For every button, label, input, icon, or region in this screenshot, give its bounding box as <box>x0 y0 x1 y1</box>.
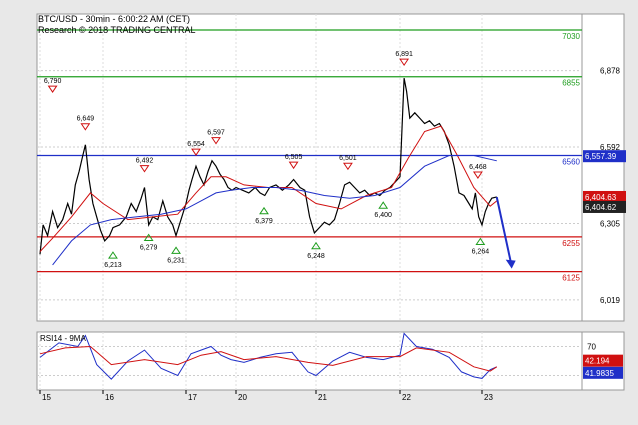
level-label: 6255 <box>562 239 580 248</box>
rsi-badge-label: 41.9835 <box>585 369 614 378</box>
high-marker <box>288 161 299 170</box>
price-badge <box>583 190 626 203</box>
rsi-line <box>39 332 498 380</box>
high-label: 6,597 <box>207 130 225 137</box>
high-label: 6,468 <box>469 164 487 171</box>
rsi-badge <box>583 354 623 367</box>
low-marker <box>475 237 486 246</box>
x-tick-label: 22 <box>402 393 411 402</box>
low-label: 6,248 <box>307 253 325 260</box>
x-tick-label: 21 <box>318 393 327 402</box>
high-marker <box>47 85 58 93</box>
level-label: 6560 <box>562 157 580 166</box>
high-label: 6,554 <box>187 141 205 148</box>
low-marker <box>108 251 118 259</box>
chart-title: BTC/USD - 30min - 6:00:22 AM (CET) <box>38 14 191 24</box>
x-tick-label: 15 <box>42 393 51 402</box>
low-marker <box>378 201 389 209</box>
rsi-tick-label: 70 <box>587 343 596 352</box>
low-label: 6,231 <box>167 257 185 264</box>
low-marker <box>311 241 321 250</box>
level-label: 6125 <box>562 274 580 283</box>
x-tick-label: 17 <box>188 393 197 402</box>
high-marker <box>342 162 353 171</box>
series-line <box>39 77 497 255</box>
price-panel <box>36 13 583 322</box>
low-label: 6,213 <box>104 262 122 269</box>
level-label: 6855 <box>562 79 580 88</box>
low-label: 6,379 <box>255 218 273 225</box>
high-label: 6,790 <box>44 78 62 85</box>
high-label: 6,505 <box>285 154 303 161</box>
rsi-badge <box>583 366 623 379</box>
copyright-text: Research © 2018 TRADING CENTRAL <box>38 25 196 35</box>
y-tick-label: 6,592 <box>600 143 621 152</box>
low-label: 6,279 <box>140 245 158 252</box>
rsi-title: RSI14 - 9MA <box>40 334 86 343</box>
price-badge-label: 6,404.63 <box>585 193 617 202</box>
x-tick-label: 20 <box>238 393 247 402</box>
forecast-arrow-line <box>495 196 512 262</box>
rsi-panel <box>36 331 583 391</box>
x-tick-label: 16 <box>105 393 114 402</box>
price-badge-label: 6,404.62 <box>585 203 617 212</box>
high-label: 6,492 <box>136 158 154 165</box>
y-tick-label: 6,878 <box>600 67 621 76</box>
high-marker <box>80 123 91 131</box>
y-tick-label: 6,305 <box>600 220 621 229</box>
rsi-ma-line <box>39 345 498 372</box>
high-marker <box>399 58 410 67</box>
x-tick-label: 23 <box>484 393 493 402</box>
axis-panel <box>581 13 625 322</box>
high-label: 6,891 <box>395 51 413 58</box>
price-badge <box>583 150 626 163</box>
forecast-arrow-head <box>505 259 516 269</box>
price-badge-label: 6,557.39 <box>585 152 617 161</box>
y-tick-label: 6,019 <box>600 296 621 305</box>
low-label: 6,264 <box>472 249 490 256</box>
series-line <box>52 155 497 266</box>
low-marker <box>171 246 181 254</box>
price-badge <box>583 200 626 213</box>
high-label: 6,501 <box>339 155 357 162</box>
high-marker <box>139 165 150 173</box>
high-label: 6,649 <box>77 116 95 123</box>
low-label: 6,400 <box>374 212 392 219</box>
low-marker <box>143 233 154 242</box>
level-label: 7030 <box>562 32 580 41</box>
high-marker <box>211 137 221 145</box>
high-marker <box>472 171 483 179</box>
low-marker <box>259 206 269 215</box>
high-marker <box>191 148 201 156</box>
rsi-badge-label: 42.194 <box>585 357 610 366</box>
